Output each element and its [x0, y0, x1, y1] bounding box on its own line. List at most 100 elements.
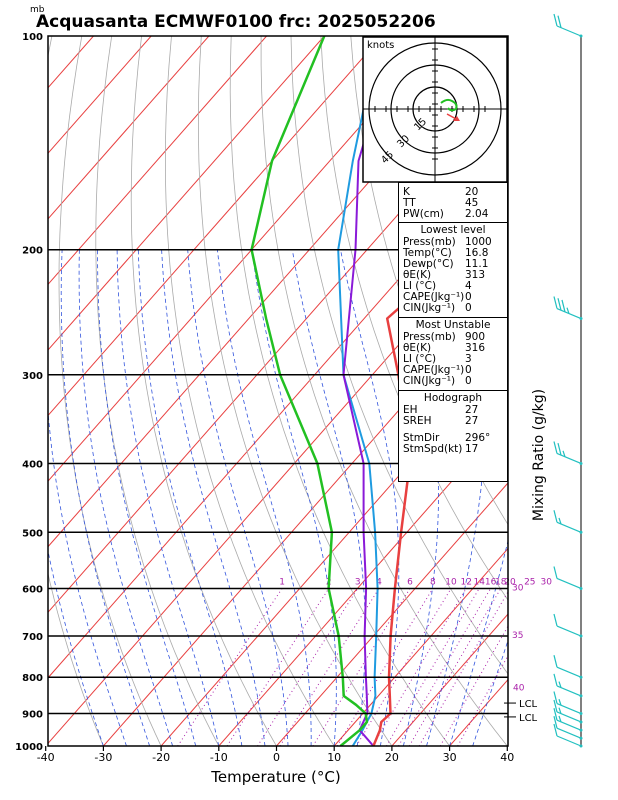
hodograph-ring-45 — [368, 42, 502, 176]
wind-barb-flag — [553, 655, 558, 668]
mu-thetae: θE(K) 316 — [403, 342, 486, 354]
mixing-ratio-label: 6 — [407, 577, 413, 587]
x-tick-label: 20 — [385, 751, 399, 764]
wind-barb-flag — [553, 708, 558, 721]
moist-adiabat — [116, 249, 220, 746]
mu-press: Press(mb) 900 — [403, 331, 486, 343]
right-axis-label: Mixing Ratio (g/kg) — [531, 389, 547, 521]
mixing-ratio-label: 10 — [445, 577, 457, 587]
mixing-ratio-label: 30 — [540, 577, 552, 587]
hodograph-trace — [440, 98, 458, 112]
wind-barb-dot — [579, 728, 583, 732]
x-tick-label: 0 — [273, 751, 280, 764]
wind-barb-flag — [558, 715, 562, 723]
dry-adiabat — [590, 36, 618, 746]
dry-adiabat — [48, 36, 104, 746]
pressure-lines: 100 200 300 400 500 600 700 800 900 1000 — [15, 32, 508, 753]
hodo-stmdir: StmDir 296° — [403, 432, 491, 444]
moist-adiabat — [340, 249, 400, 746]
theta-e-label: 40 — [513, 684, 525, 694]
lowest-dewp: Dewp(°C) 11.1 — [403, 258, 489, 270]
dry-adiabat — [290, 36, 508, 675]
mixing-ratio-line — [457, 654, 508, 746]
wind-barb-flag — [553, 673, 558, 687]
wind-barb-shaft — [556, 735, 582, 747]
hodo-eh: EH 27 — [403, 404, 479, 416]
wind-barb-flag — [557, 298, 562, 311]
pressure-label: 700 — [22, 632, 43, 643]
wind-barb-dot — [579, 586, 583, 590]
hodograph-unit-label: knots — [367, 40, 394, 51]
mu-li: LI (°C) 3 — [403, 353, 472, 365]
isotherm-line — [48, 154, 508, 679]
wind-barb-dot — [579, 461, 583, 465]
dry-adiabat — [320, 36, 508, 601]
wind-barb-flag — [558, 517, 562, 525]
plot-frame — [47, 35, 509, 747]
isotherm-line — [391, 613, 508, 746]
wind-barb-flag — [558, 681, 562, 688]
wind-barb-flag — [553, 441, 558, 454]
isotherm-line — [48, 36, 325, 351]
hodo-sreh: SREH 27 — [403, 415, 479, 427]
wind-barbs — [553, 13, 583, 748]
x-tick-label: 40 — [500, 751, 514, 764]
moist-adiabat — [187, 249, 289, 746]
lowest-press: Press(mb) 1000 — [403, 236, 492, 248]
lowest-temp: Temp(°C) 16.8 — [403, 247, 489, 259]
wind-barb-dot — [579, 530, 583, 534]
wind-barb-dot — [579, 694, 583, 698]
wind-barb-flag — [553, 566, 558, 579]
mixing-ratio-line — [398, 588, 492, 746]
pressure-label: 900 — [22, 710, 43, 721]
indices-panel: K 20 TT 45 PW(cm) 2.04 Lowest level Press(m… — [398, 182, 508, 482]
pressure-label: 400 — [22, 459, 43, 470]
dry-adiabat — [95, 36, 220, 746]
most-unstable-header: Most Unstable — [415, 319, 491, 331]
wind-barb-dot — [579, 675, 583, 679]
wind-barb-flag — [553, 699, 558, 713]
dry-adiabat — [130, 36, 277, 746]
mixing-ratio-label: 4 — [376, 577, 382, 587]
moist-adiabat — [217, 249, 312, 746]
storm-motion-arrow — [453, 116, 460, 121]
index-k: K 20 — [403, 186, 479, 198]
isotherm-line — [48, 36, 210, 220]
pressure-label: 300 — [22, 371, 43, 382]
wind-barb-dot — [579, 720, 583, 724]
x-tick-label: 10 — [327, 751, 341, 764]
wind-barb-shaft — [556, 727, 582, 739]
dewpoint-profile — [250, 36, 369, 746]
wind-barb-flag — [553, 723, 558, 737]
lowest-level-header: Lowest level — [420, 224, 486, 236]
wind-barb-flag — [553, 296, 558, 309]
mixing-ratio-label: 3 — [355, 577, 361, 587]
mixing-ratio-label: 12 — [460, 577, 471, 587]
mixing-ratio-line — [385, 588, 480, 746]
moist-adiabat — [97, 249, 197, 746]
x-tick-label: -30 — [94, 751, 112, 764]
mixing-ratio-line — [257, 588, 359, 746]
wind-barb-flag — [558, 699, 562, 706]
x-tick-label: 30 — [443, 751, 457, 764]
theta-e-label: 30 — [512, 583, 524, 593]
wind-barb-dot — [579, 34, 583, 38]
isotherm-line — [276, 482, 508, 746]
isotherm-line — [48, 219, 508, 745]
wind-barb-flag — [562, 450, 566, 458]
wind-barb-dot — [579, 634, 583, 638]
x-tick-label: -10 — [210, 751, 228, 764]
wind-barb-flag — [553, 13, 558, 27]
x-tick-label: -20 — [152, 751, 170, 764]
dry-adiabat — [260, 36, 508, 746]
index-pw: PW(cm) 2.04 — [403, 208, 489, 220]
lcl-label: LCL — [519, 713, 538, 724]
axis-ticks: -40 -30 -20 -10 0 10 20 30 40 — [37, 746, 514, 764]
lcl-marks: LCL LCL — [504, 699, 538, 724]
pressure-label: 100 — [22, 32, 43, 43]
pressure-unit-label: mb — [30, 5, 45, 15]
wind-barb-flag — [553, 510, 558, 523]
mixing-ratio-label: 8 — [430, 577, 436, 587]
theta-e-label: 35 — [512, 631, 523, 641]
